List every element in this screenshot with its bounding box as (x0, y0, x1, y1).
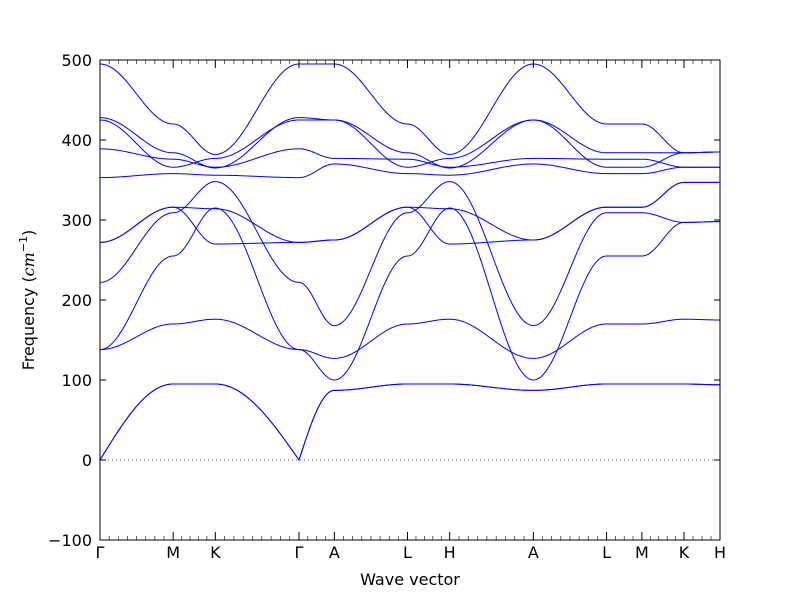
x-tick-label: Γ (295, 543, 304, 562)
band-line (99, 207, 720, 381)
y-tick-label: 200 (61, 291, 92, 310)
band-line (99, 383, 720, 462)
band-line (99, 181, 720, 327)
y-axis-label: Frequency (cm−1) (17, 230, 38, 371)
y-axis-label-suffix: ) (19, 230, 38, 236)
x-tick-label: Γ (96, 543, 105, 562)
minor-ticks-layer (108, 60, 712, 540)
y-tick-label: 100 (61, 371, 92, 390)
band-line (99, 119, 720, 168)
x-tick-label: M (166, 543, 180, 562)
x-tick-label: H (444, 543, 456, 562)
x-tick-label: A (528, 543, 539, 562)
band-line (99, 163, 720, 179)
band-line (99, 181, 720, 243)
band-line (99, 117, 720, 169)
band-line (99, 383, 720, 462)
y-tick-label: −100 (48, 531, 92, 550)
y-axis-label-exponent: −1 (17, 236, 30, 252)
band-line (99, 318, 720, 359)
x-tick-label: H (714, 543, 726, 562)
x-tick-label: K (679, 543, 690, 562)
y-tick-label: 500 (61, 51, 92, 70)
x-tick-label: L (403, 543, 412, 562)
x-tick-label: M (635, 543, 649, 562)
y-tick-label: 300 (61, 211, 92, 230)
bands-layer (99, 63, 720, 462)
plot-frame (99, 59, 721, 541)
x-tick-label: A (329, 543, 340, 562)
y-tick-label: 400 (61, 131, 92, 150)
x-tick-label: K (210, 543, 221, 562)
y-axis-ticks: −100 0 100 200 300 400 500 (48, 51, 720, 550)
x-axis-label: Wave vector (360, 570, 460, 589)
x-tick-label: L (602, 543, 611, 562)
band-line (99, 63, 720, 155)
band-line (99, 148, 720, 168)
y-axis-label-unit: cm (19, 252, 38, 276)
y-tick-label: 0 (82, 451, 92, 470)
y-axis-label-prefix: Frequency ( (19, 276, 38, 370)
